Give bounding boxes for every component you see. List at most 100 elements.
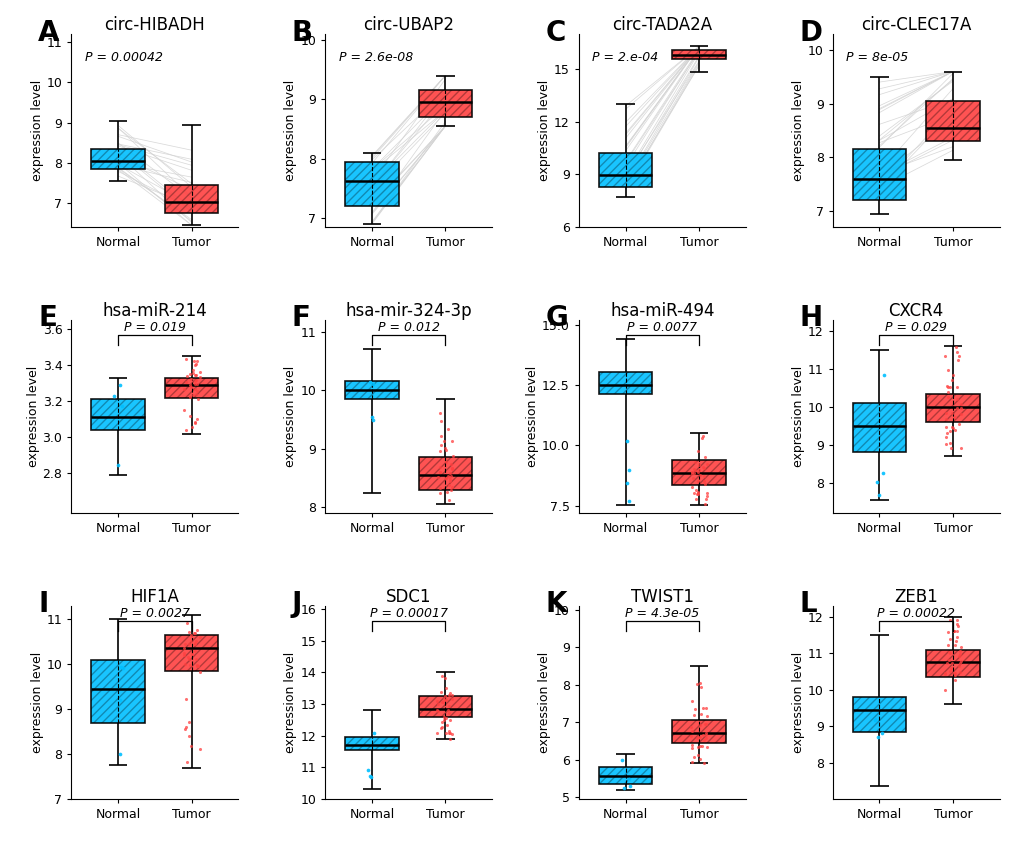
Point [178,755,195,768]
Point [693,680,709,694]
Point [186,368,203,382]
Point [364,413,380,427]
Bar [852,697,905,732]
Point [945,666,961,680]
Point [189,412,205,426]
Point [430,470,446,484]
Point [182,659,199,672]
Point [694,728,710,741]
Point [938,390,955,404]
Point [684,756,700,769]
Bar [344,162,398,207]
Point [952,665,968,678]
Point [443,462,460,476]
Bar [925,101,978,141]
Point [433,721,449,734]
Point [940,364,956,377]
Point [952,647,968,660]
Point [185,626,202,640]
Point [694,431,710,445]
Point [697,700,713,714]
Point [182,634,199,648]
Point [429,704,445,717]
Point [940,645,956,659]
Y-axis label: expression level: expression level [31,80,44,181]
Point [190,354,206,368]
Point [688,483,704,496]
Point [186,637,203,650]
Point [365,377,381,391]
Point [866,712,882,726]
Text: K: K [545,591,567,618]
Point [940,654,956,667]
Y-axis label: expression level: expression level [538,80,550,181]
Bar [344,737,398,750]
Point [947,340,963,354]
Point [684,465,700,479]
Point [686,455,702,468]
Point [442,469,459,483]
Point [112,693,128,706]
Point [436,713,452,727]
Point [621,494,637,507]
Point [697,717,713,730]
Point [697,492,713,506]
Point [951,656,967,670]
Point [437,711,453,724]
Point [437,456,453,469]
Bar [92,660,145,722]
Point [691,468,707,482]
Point [935,667,952,681]
Point [684,471,700,484]
Title: CXCR4: CXCR4 [888,302,943,320]
Point [698,486,714,500]
Point [687,702,703,716]
Point [685,751,701,764]
Point [950,349,966,363]
Point [175,646,192,660]
Bar [852,403,905,452]
Point [937,656,954,670]
Point [948,613,964,626]
Point [875,368,892,382]
Point [439,469,455,483]
Bar [418,457,472,490]
Point [114,660,130,674]
Point [943,373,959,387]
Bar [165,377,218,398]
Point [192,742,208,756]
Point [621,772,637,785]
Bar [344,382,398,399]
Point [443,480,460,494]
Point [685,708,701,722]
Point [437,443,453,456]
Point [189,377,205,391]
Point [691,731,707,745]
Text: B: B [291,19,313,47]
Point [949,619,965,632]
Y-axis label: expression level: expression level [538,652,550,753]
Point [690,748,706,762]
Point [618,434,634,448]
Point [431,445,447,458]
Point [943,440,959,454]
Point [948,381,964,394]
Bar [925,649,978,677]
Point [944,405,960,419]
Point [191,659,207,672]
Title: ZEB1: ZEB1 [894,587,937,606]
Point [943,656,959,670]
Title: circ-UBAP2: circ-UBAP2 [363,16,453,34]
Bar [925,101,978,141]
Y-axis label: expression level: expression level [791,366,804,468]
Point [683,465,699,479]
Point [443,434,460,448]
Text: C: C [545,19,566,47]
Point [187,387,204,400]
Point [945,625,961,638]
Point [429,727,445,740]
Point [175,642,192,655]
Bar [418,457,472,490]
Point [948,345,964,359]
Point [689,484,705,498]
